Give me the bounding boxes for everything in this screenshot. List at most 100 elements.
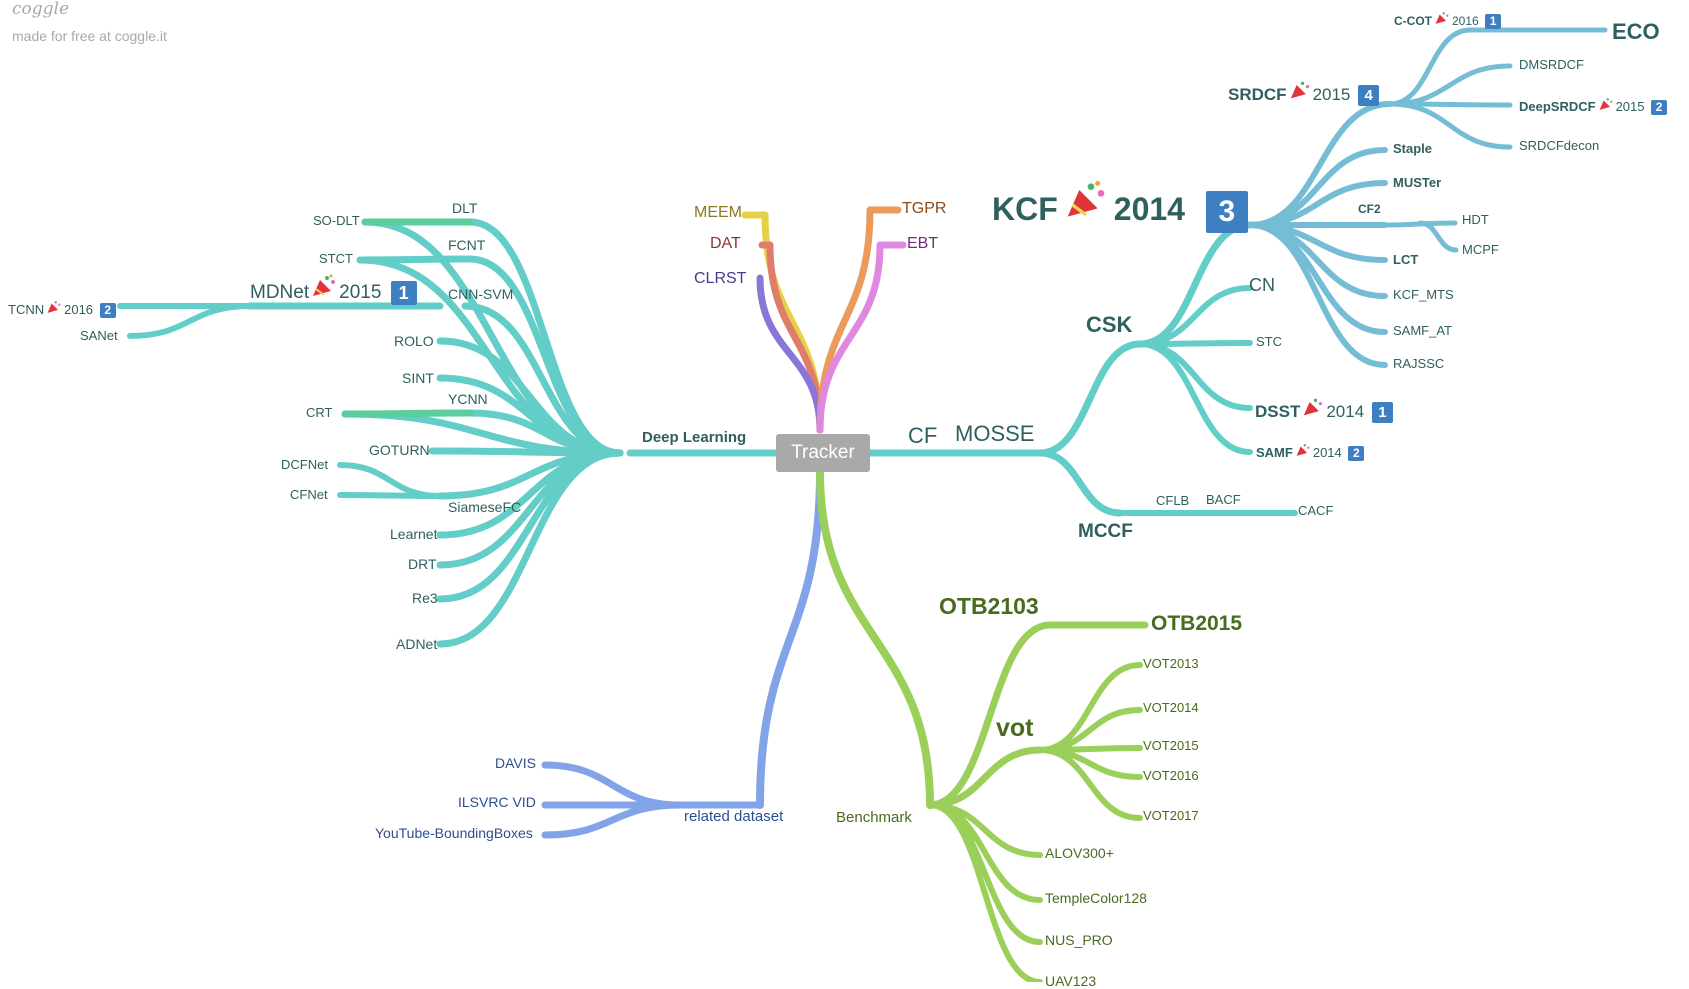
node-lct[interactable]: LCT — [1393, 252, 1419, 267]
party-popper-icon — [1434, 11, 1450, 27]
node-cnn-svm[interactable]: CNN-SVM — [448, 286, 514, 302]
node-dlt[interactable]: DLT — [452, 200, 478, 216]
node-meem[interactable]: MEEM — [694, 204, 742, 221]
branch-connector — [127, 303, 253, 339]
node-mcpf[interactable]: MCPF — [1462, 242, 1499, 257]
node-vot2013[interactable]: VOT2013 — [1143, 656, 1199, 671]
node-dcfnet[interactable]: DCFNet — [281, 457, 328, 472]
party-popper-icon — [311, 274, 337, 302]
made-for-free-link[interactable]: made for free at coggle.it — [12, 28, 167, 44]
related-dataset-connector — [756, 468, 824, 809]
node-tcnn[interactable]: TCNN 2016 2 — [8, 300, 116, 319]
node-kcf-mts[interactable]: KCF_MTS — [1393, 287, 1454, 302]
node-adnet[interactable]: ADNet — [396, 636, 438, 652]
node-deep-learning[interactable]: Deep Learning — [642, 429, 747, 446]
branch-connector — [541, 761, 684, 809]
node-hdt[interactable]: HDT — [1462, 212, 1489, 227]
node-rolo[interactable]: ROLO — [394, 333, 434, 349]
watermark: coggle made for free at coggle.it — [12, 0, 167, 44]
branch-connector — [341, 409, 474, 418]
node-cacf[interactable]: CACF — [1298, 503, 1334, 518]
branch-connector — [1036, 340, 1144, 457]
root-node[interactable]: Tracker — [776, 434, 870, 472]
branch-connector — [927, 802, 1043, 982]
node-stct[interactable]: STCT — [319, 251, 353, 266]
node-alov300[interactable]: ALOV300+ — [1045, 845, 1114, 861]
node-sanet[interactable]: SANet — [80, 328, 118, 343]
node-mccf[interactable]: MCCF — [1078, 521, 1133, 542]
node-mdnet[interactable]: MDNet 2015 1 — [250, 274, 417, 305]
party-popper-icon — [1302, 397, 1324, 420]
node-eco[interactable]: ECO — [1612, 19, 1660, 44]
node-kcf[interactable]: KCF 2014 3 — [992, 180, 1248, 233]
branch-connector — [926, 621, 1054, 809]
node-fcnt[interactable]: FCNT — [448, 237, 486, 253]
node-dmsrdcf[interactable]: DMSRDCF — [1519, 57, 1584, 72]
node-related-dataset[interactable]: related dataset — [684, 808, 784, 825]
branch-connector — [356, 255, 474, 264]
node-clrst[interactable]: CLRST — [694, 270, 747, 287]
node-drt[interactable]: DRT — [408, 556, 437, 572]
node-benchmark[interactable]: Benchmark — [836, 809, 912, 826]
node-samf-at[interactable]: SAMF_AT — [1393, 323, 1452, 338]
branch-connector — [1137, 285, 1253, 347]
node-crt[interactable]: CRT — [306, 405, 333, 420]
node-so-dlt[interactable]: SO-DLT — [313, 213, 360, 228]
branch-connector — [927, 802, 1043, 945]
node-deepsrdcf[interactable]: DeepSRDCF 2015 2 — [1519, 97, 1668, 116]
node-cf[interactable]: CF — [908, 423, 938, 448]
node-stc[interactable]: STC — [1256, 334, 1282, 349]
branch-connector — [926, 746, 1044, 809]
node-rajssc[interactable]: RAJSSC — [1393, 356, 1445, 371]
node-youtube-boundingboxes[interactable]: YouTube-BoundingBoxes — [375, 825, 533, 841]
branch-connector — [337, 462, 443, 499]
count-badge: 2 — [1651, 100, 1668, 116]
node-goturn[interactable]: GOTURN — [369, 442, 430, 458]
node-vot2015[interactable]: VOT2015 — [1143, 738, 1199, 753]
node-sint[interactable]: SINT — [402, 370, 434, 386]
node-dat[interactable]: DAT — [710, 235, 741, 252]
node-davis[interactable]: DAVIS — [495, 755, 536, 771]
node-srdcf[interactable]: SRDCF 2015 4 — [1228, 80, 1380, 107]
node-muster[interactable]: MUSTer — [1393, 175, 1442, 190]
deep-learning-child-connector — [436, 449, 624, 648]
node-cflb[interactable]: CFLB — [1156, 493, 1190, 508]
count-badge: 1 — [390, 280, 417, 305]
node-mosse[interactable]: MOSSE — [955, 421, 1035, 446]
node-cn[interactable]: CN — [1249, 275, 1275, 295]
node-staple[interactable]: Staple — [1393, 141, 1433, 156]
node-srdcfdecon[interactable]: SRDCFdecon — [1519, 138, 1600, 153]
node-otb2103[interactable]: OTB2103 — [939, 593, 1039, 619]
coggle-logo: coggle — [12, 0, 70, 19]
node-templecolor128[interactable]: TempleColor128 — [1045, 890, 1147, 906]
node-uav123[interactable]: UAV123 — [1045, 973, 1097, 989]
node-vot2016[interactable]: VOT2016 — [1143, 768, 1199, 783]
node-re3[interactable]: Re3 — [412, 590, 438, 606]
node-dsst[interactable]: DSST 2014 1 — [1255, 397, 1393, 424]
node-csk[interactable]: CSK — [1086, 312, 1133, 337]
node-c-cot[interactable]: C-COT 2016 1 — [1394, 11, 1502, 30]
node-ycnn[interactable]: YCNN — [448, 391, 488, 407]
count-badge: 3 — [1205, 190, 1248, 233]
node-cfnet[interactable]: CFNet — [290, 487, 328, 502]
node-cf2[interactable]: CF2 — [1358, 202, 1381, 216]
node-samf[interactable]: SAMF 2014 2 — [1256, 443, 1365, 462]
node-tgpr[interactable]: TGPR — [902, 200, 947, 217]
node-ilsvrc-vid[interactable]: ILSVRC VID — [458, 794, 536, 810]
node-vot2017[interactable]: VOT2017 — [1143, 808, 1199, 823]
node-bacf[interactable]: BACF — [1206, 492, 1241, 507]
node-ebt[interactable]: EBT — [907, 235, 939, 252]
party-popper-icon — [1295, 443, 1311, 459]
benchmark-connector — [816, 468, 934, 809]
party-popper-icon — [1289, 80, 1311, 103]
node-siamesefc[interactable]: SiameseFC — [448, 499, 522, 515]
branch-connector — [1417, 220, 1459, 253]
clrst-connector — [756, 274, 824, 434]
branch-connector — [337, 492, 443, 499]
node-nus-pro[interactable]: NUS_PRO — [1045, 932, 1113, 948]
node-vot2014[interactable]: VOT2014 — [1143, 700, 1199, 715]
node-vot[interactable]: vot — [996, 714, 1034, 742]
node-otb2015[interactable]: OTB2015 — [1151, 612, 1243, 635]
node-learnet[interactable]: Learnet — [390, 526, 438, 542]
